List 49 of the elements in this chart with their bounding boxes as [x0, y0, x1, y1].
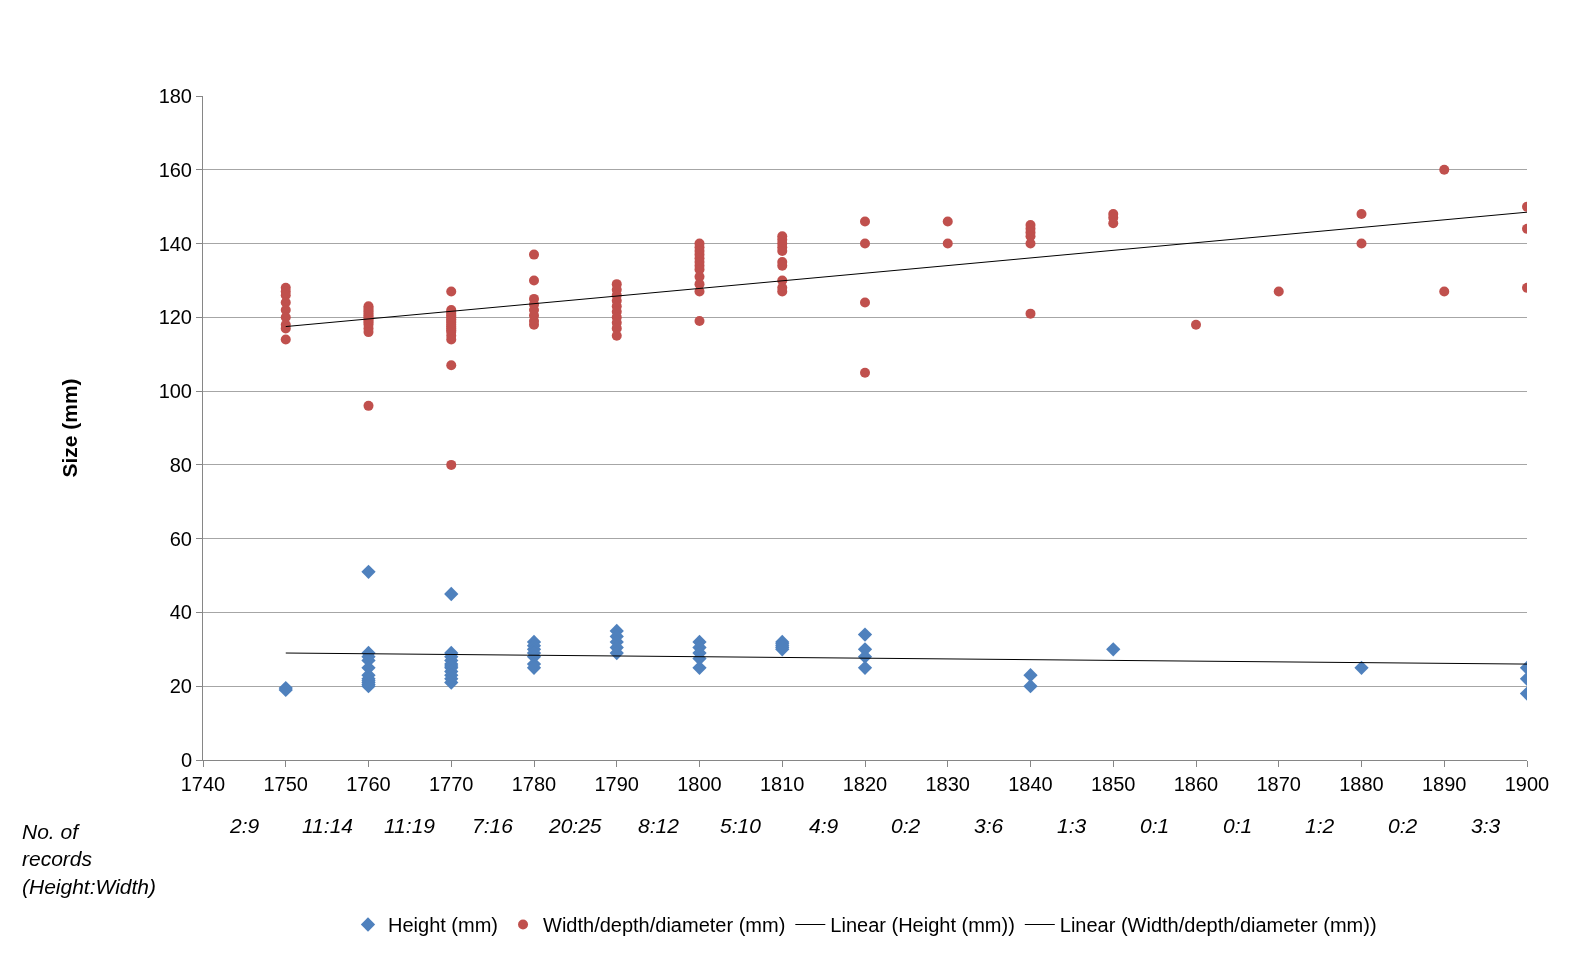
y-tick-label: 0 — [180, 749, 192, 771]
y-tick-label: 20 — [169, 675, 192, 698]
x-tick-label: 1780 — [511, 773, 557, 795]
text: 8:12 — [638, 814, 680, 837]
text: 7:16 — [472, 814, 514, 837]
y-tick-label: 180 — [158, 85, 192, 107]
legend-label: Height (mm) — [388, 914, 499, 937]
y-tick-label: 40 — [169, 601, 192, 624]
y-tick-label: 160 — [158, 158, 192, 181]
text: 4:9 — [809, 814, 839, 837]
text: 0:2 — [891, 814, 921, 837]
legend-label: Linear (Height (mm)) — [830, 914, 1015, 937]
text: 11:19 — [384, 814, 436, 837]
text: 20:25 — [548, 814, 602, 837]
x-tick-label: 1840 — [1008, 773, 1053, 795]
x-tick-label: 1750 — [263, 773, 308, 795]
legend-label: Linear (Width/depth/diameter (mm)) — [1059, 914, 1377, 937]
x-tick-label: 1830 — [925, 773, 970, 795]
x-tick-label: 1880 — [1339, 773, 1384, 795]
text: 5:10 — [720, 814, 762, 837]
text: 1:2 — [1305, 814, 1335, 837]
x-tick-label: 1800 — [677, 773, 722, 795]
text: No. of records (Height:Width) — [22, 820, 157, 898]
text: 0:1 — [1140, 814, 1170, 837]
x-tick-label: 1790 — [594, 773, 639, 795]
y-tick-label: 120 — [158, 306, 192, 329]
legend-label: Width/depth/diameter (mm) — [543, 914, 786, 937]
y-tick-label: 60 — [169, 527, 192, 550]
x-tick-label: 1850 — [1091, 773, 1136, 795]
text: 3:6 — [974, 814, 1004, 837]
y-tick-label: 140 — [158, 232, 192, 255]
text: 3:3 — [1471, 814, 1501, 837]
y-tick-label: 80 — [169, 453, 192, 476]
text: 0:1 — [1223, 814, 1253, 837]
y-tick-label: 100 — [158, 380, 192, 403]
x-tick-label: 1770 — [429, 773, 474, 795]
text: 2:9 — [229, 814, 260, 837]
text: 1:3 — [1057, 814, 1087, 837]
text: 11:14 — [302, 814, 353, 837]
x-tick-label: 1860 — [1173, 773, 1219, 795]
y-axis-title: Size (mm) — [57, 378, 81, 478]
text: 0:2 — [1388, 814, 1418, 837]
x-tick-label: 1760 — [346, 773, 391, 795]
x-tick-label: 1870 — [1256, 773, 1301, 795]
x-tick-label: 1740 — [180, 773, 226, 795]
x-tick-label: 1810 — [760, 773, 805, 795]
x-tick-label: 1890 — [1422, 773, 1467, 795]
x-tick-label: 1900 — [1504, 773, 1550, 795]
x-tick-label: 1820 — [842, 773, 888, 795]
